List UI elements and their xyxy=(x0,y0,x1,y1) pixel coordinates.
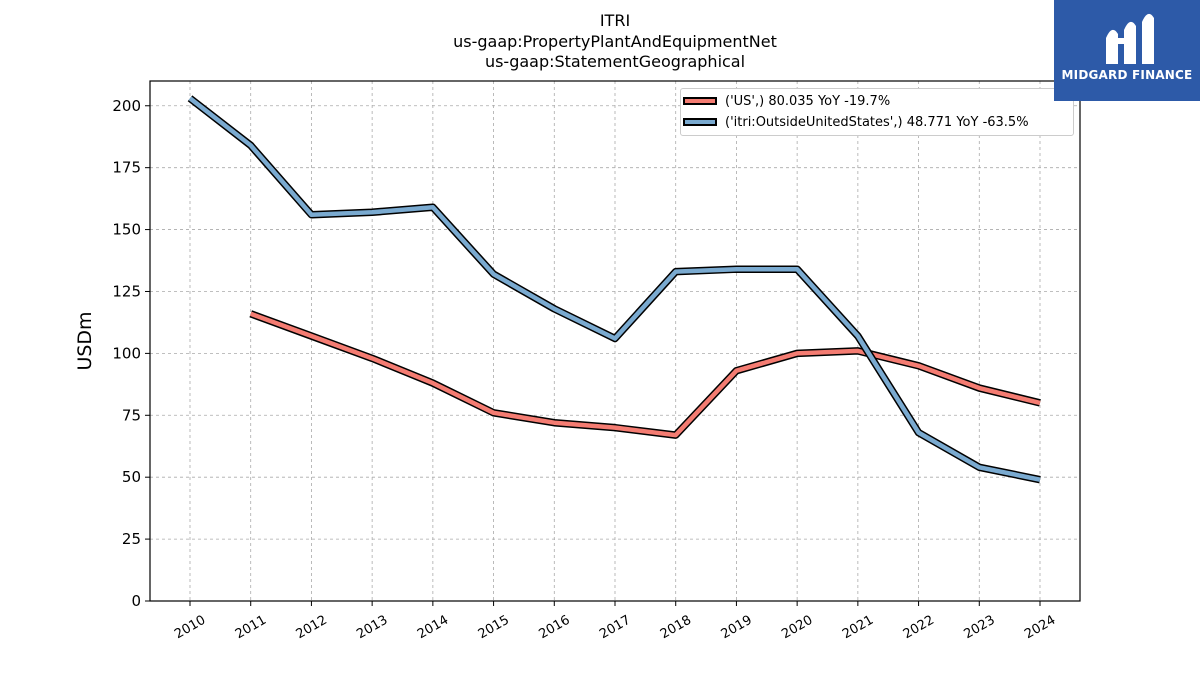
x-tick-label: 2020 xyxy=(779,613,815,643)
x-tick-label: 2013 xyxy=(354,613,390,643)
y-tick-label: 125 xyxy=(112,282,141,300)
y-tick-label: 100 xyxy=(112,344,141,362)
series-line-0 xyxy=(249,311,1041,438)
x-tick-label: 2015 xyxy=(476,613,512,643)
logo-text: MIDGARD FINANCE xyxy=(1061,68,1193,82)
series-lines xyxy=(187,95,1041,484)
axes: 2010 2011 2012 2013 2014 2015 2016 2017 2018 2019… xyxy=(112,97,1058,642)
y-tick-label: 75 xyxy=(122,406,141,424)
logo-mark-icon xyxy=(1106,13,1154,64)
x-tick-label: 2019 xyxy=(719,613,755,643)
chart-title-line-1: ITRI xyxy=(599,11,631,30)
y-tick-label: 175 xyxy=(112,159,141,177)
x-tick-label: 2017 xyxy=(597,613,633,643)
x-tick-label: 2018 xyxy=(658,613,694,643)
grid xyxy=(150,81,1080,602)
legend-swatch-outside-us xyxy=(683,118,717,126)
midgard-finance-logo: MIDGARD FINANCE xyxy=(1054,0,1200,101)
series-line-1 xyxy=(188,96,1041,482)
legend-swatch-us xyxy=(683,97,717,105)
x-tick-label: 2012 xyxy=(294,613,330,643)
series-outline-0 xyxy=(249,310,1041,439)
legend-item-outside-us: ('itri:OutsideUnitedStates',) 48.771 YoY… xyxy=(683,112,1029,132)
y-axis-label: USDm xyxy=(74,311,96,370)
legend-label-us: ('US',) 80.035 YoY -19.7% xyxy=(725,93,891,109)
legend-label-outside-us: ('itri:OutsideUnitedStates',) 48.771 YoY… xyxy=(725,114,1029,130)
chart-title-line-2: us-gaap:PropertyPlantAndEquipmentNet xyxy=(453,32,777,51)
x-tick-label: 2010 xyxy=(172,613,208,643)
x-tick-label: 2022 xyxy=(901,613,937,643)
y-tick-label: 50 xyxy=(122,468,141,486)
x-tick-label: 2023 xyxy=(961,613,997,643)
x-tick-label: 2014 xyxy=(415,613,451,643)
chart-title-line-3: us-gaap:StatementGeographical xyxy=(484,52,746,71)
y-tick-label: 200 xyxy=(112,97,141,115)
x-tick-label: 2024 xyxy=(1022,613,1058,643)
y-tick-label: 25 xyxy=(122,530,141,548)
x-tick-label: 2016 xyxy=(536,613,572,643)
x-tick-label: 2011 xyxy=(233,613,269,643)
y-tick-label: 150 xyxy=(112,221,141,239)
legend-item-us: ('US',) 80.035 YoY -19.7% xyxy=(683,91,890,111)
x-tick-label: 2021 xyxy=(840,613,876,643)
legend: ('US',) 80.035 YoY -19.7% ('itri:Outside… xyxy=(680,88,1074,136)
y-tick-label: 0 xyxy=(131,592,141,610)
